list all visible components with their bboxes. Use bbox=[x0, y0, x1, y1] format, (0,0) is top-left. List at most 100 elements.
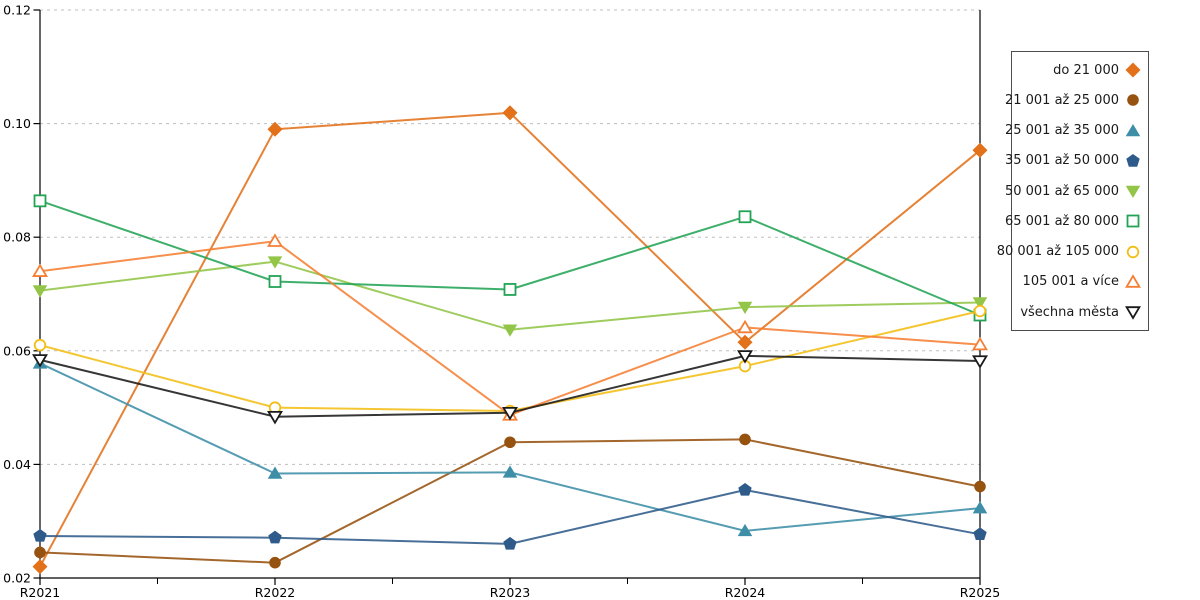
series-line bbox=[39, 489, 981, 545]
pentagon-marker-icon bbox=[973, 527, 987, 540]
circle-marker-icon bbox=[1126, 245, 1140, 258]
triangle-down-marker-icon bbox=[1125, 306, 1141, 320]
legend-item-v-echna-m-sta: všechna města bbox=[1017, 303, 1141, 321]
legend-triangle-up-icon bbox=[1125, 123, 1141, 136]
x-tick-label: R2025 bbox=[960, 585, 1001, 600]
series-65-001-a-80-000 bbox=[33, 194, 987, 322]
circle-marker-icon bbox=[974, 480, 986, 493]
triangle-down-marker-icon bbox=[502, 324, 518, 337]
legend-pentagon-icon bbox=[1126, 153, 1140, 167]
series-50-001-a-65-000 bbox=[32, 256, 988, 337]
legend-label: 35 001 až 50 000 bbox=[1004, 153, 1119, 169]
series-21-001-a-25-000 bbox=[34, 433, 986, 569]
y-tick-label: 0.06 bbox=[3, 343, 31, 358]
legend-item-35-001-a-50-000: 35 001 až 50 000 bbox=[1005, 152, 1141, 170]
circle-marker-icon bbox=[33, 338, 47, 352]
series-do-21-000 bbox=[32, 105, 988, 575]
legend-item-65-001-a-80-000: 65 001 až 80 000 bbox=[1005, 212, 1141, 230]
triangle-down-marker-icon bbox=[32, 354, 48, 368]
y-tick-label: 0.10 bbox=[3, 116, 31, 131]
triangle-down-marker-icon bbox=[502, 407, 518, 421]
triangle-down-marker-icon bbox=[737, 350, 753, 364]
series-80-001-a-105-000 bbox=[33, 304, 987, 418]
legend-circle-icon bbox=[1127, 94, 1139, 107]
legend-square-icon bbox=[1126, 214, 1140, 228]
legend-triangle-up-icon bbox=[1125, 273, 1141, 288]
circle-marker-icon bbox=[269, 556, 281, 569]
diamond-marker-icon bbox=[972, 142, 988, 158]
triangle-up-marker-icon bbox=[737, 319, 753, 334]
triangle-up-marker-icon bbox=[972, 336, 988, 351]
diamond-marker-icon bbox=[32, 559, 48, 575]
triangle-up-marker-icon bbox=[267, 233, 283, 247]
x-axis-ticks: R2021 R2022 R2023 R2024 R2025 bbox=[20, 578, 1001, 600]
circle-marker-icon bbox=[1127, 94, 1139, 107]
legend-item-25-001-a-35-000: 25 001 až 35 000 bbox=[1005, 122, 1141, 140]
triangle-up-marker-icon bbox=[1125, 123, 1141, 136]
circle-marker-icon bbox=[739, 433, 751, 446]
triangle-up-marker-icon bbox=[1125, 273, 1141, 288]
circle-marker-icon bbox=[34, 546, 46, 559]
y-axis-ticks: 0.02 0.04 0.06 0.08 0.10 0.12 bbox=[3, 3, 40, 586]
triangle-down-marker-icon bbox=[972, 297, 988, 310]
chart-legend: do 21 000 21 001 až 25 000 25 001 až 35 00… bbox=[997, 51, 1149, 331]
legend-item-105-001-a-v-ce: 105 001 a více bbox=[1017, 273, 1141, 291]
y-tick-label: 0.12 bbox=[3, 3, 31, 18]
legend-label: do 21 000 bbox=[1053, 62, 1119, 78]
square-marker-icon bbox=[503, 283, 517, 296]
diamond-marker-icon bbox=[502, 105, 518, 121]
x-tick-label: R2024 bbox=[725, 585, 766, 600]
gridlines bbox=[40, 9, 980, 465]
pentagon-marker-icon bbox=[1126, 153, 1140, 167]
pentagon-marker-icon bbox=[33, 528, 47, 542]
diamond-marker-icon bbox=[267, 121, 283, 137]
circle-marker-icon bbox=[504, 436, 516, 449]
series-line bbox=[39, 111, 981, 568]
y-tick-label: 0.02 bbox=[3, 571, 31, 586]
square-marker-icon bbox=[738, 210, 752, 224]
x-tick-label: R2021 bbox=[20, 585, 61, 600]
legend-item-21-001-a-25-000: 21 001 až 25 000 bbox=[1005, 91, 1141, 109]
circle-marker-icon bbox=[973, 304, 987, 318]
legend-triangle-down-icon bbox=[1125, 306, 1141, 320]
legend-label: 105 001 a více bbox=[1022, 274, 1119, 290]
legend-item-50-001-a-65-000: 50 001 až 65 000 bbox=[1005, 182, 1141, 200]
series-35-001-a-50-000 bbox=[33, 482, 987, 550]
legend-label: 21 001 až 25 000 bbox=[1004, 92, 1119, 108]
triangle-up-marker-icon bbox=[737, 523, 753, 537]
series-25-001-a-35-000 bbox=[32, 356, 988, 537]
legend-circle-icon bbox=[1126, 245, 1140, 258]
diamond-marker-icon bbox=[737, 334, 753, 350]
triangle-up-marker-icon bbox=[32, 263, 48, 277]
triangle-down-marker-icon bbox=[1125, 185, 1141, 198]
legend-label: všechna města bbox=[1020, 304, 1119, 320]
legend-diamond-icon bbox=[1125, 62, 1141, 78]
x-tick-label: R2023 bbox=[490, 585, 531, 600]
x-tick-label: R2022 bbox=[255, 585, 296, 600]
pentagon-marker-icon bbox=[503, 536, 517, 550]
legend-label: 80 001 až 105 000 bbox=[996, 244, 1119, 259]
legend-label: 25 001 až 35 000 bbox=[1004, 123, 1119, 138]
legend-item-do-21-000: do 21 000 bbox=[1017, 61, 1141, 79]
legend-item-80-001-a-105-000: 80 001 až 105 000 bbox=[997, 243, 1141, 261]
legend-triangle-down-icon bbox=[1125, 185, 1141, 198]
series-line bbox=[39, 199, 981, 316]
square-marker-icon bbox=[268, 275, 282, 288]
triangle-down-marker-icon bbox=[32, 285, 48, 298]
square-marker-icon bbox=[33, 194, 47, 208]
y-tick-label: 0.08 bbox=[3, 230, 31, 245]
triangle-up-marker-icon bbox=[502, 465, 518, 478]
legend-label: 65 001 až 80 000 bbox=[1004, 213, 1119, 229]
legend-label: 50 001 až 65 000 bbox=[1004, 183, 1119, 199]
pentagon-marker-icon bbox=[738, 482, 752, 496]
square-marker-icon bbox=[1126, 214, 1140, 228]
diamond-marker-icon bbox=[1125, 62, 1141, 78]
y-tick-label: 0.04 bbox=[3, 457, 31, 472]
triangle-up-marker-icon bbox=[972, 501, 988, 514]
series-v-echna-m-sta bbox=[32, 350, 988, 425]
triangle-down-marker-icon bbox=[267, 410, 283, 425]
triangle-up-marker-icon bbox=[267, 466, 283, 479]
triangle-down-marker-icon bbox=[267, 256, 283, 269]
